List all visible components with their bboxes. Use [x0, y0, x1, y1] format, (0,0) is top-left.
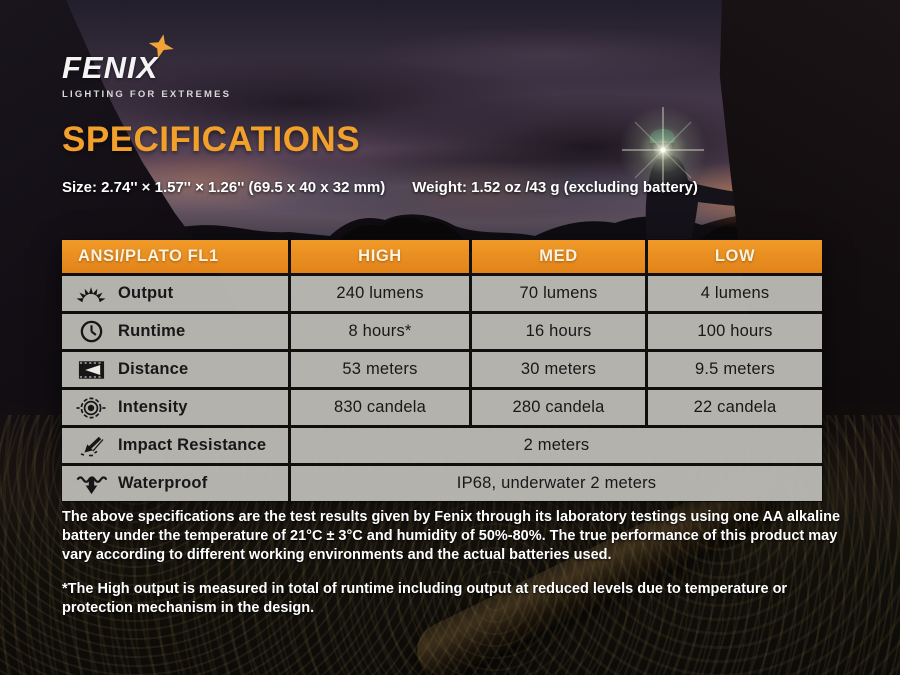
spec-value-waterproof: IP68, underwater 2 meters [291, 466, 822, 501]
spec-value-distance-high: 53 meters [291, 352, 469, 387]
brand-tagline: LIGHTING FOR EXTREMES [62, 89, 232, 100]
row-label-impact-resistance: Impact Resistance [62, 428, 288, 463]
size-text: Size: 2.74'' × 1.57'' × 1.26'' (69.5 x 4… [62, 179, 386, 196]
spec-value-impact-resistance: 2 meters [291, 428, 822, 463]
headlamp-flare [618, 105, 708, 195]
row-label-output: Output [62, 276, 288, 311]
page-title: SPECIFICATIONS [62, 120, 361, 159]
row-label-text: Runtime [118, 322, 186, 340]
spec-value-intensity-low: 22 candela [648, 390, 822, 425]
high-output-footnote: *The High output is measured in total of… [62, 581, 788, 616]
weight-text: Weight: 1.52 oz /43 g (excluding battery… [412, 179, 698, 196]
sunset-glow [330, 150, 630, 230]
test-conditions-disclaimer: The above specifications are the test re… [62, 509, 841, 563]
spec-value-runtime-low: 100 hours [648, 314, 822, 349]
spec-value-runtime-high: 8 hours* [291, 314, 469, 349]
spec-value-distance-med: 30 meters [472, 352, 645, 387]
spec-value-intensity-high: 830 candela [291, 390, 469, 425]
specifications-table: ANSI/PLATO FL1 HIGH MED LOW [62, 240, 822, 501]
row-label-text: Distance [118, 360, 189, 378]
beam-distance-icon [71, 359, 111, 381]
table-header-high: HIGH [291, 240, 469, 273]
spec-value-output-low: 4 lumens [648, 276, 822, 311]
row-label-text: Output [118, 284, 174, 302]
intensity-target-icon [71, 396, 111, 420]
output-rays-icon [71, 282, 111, 305]
spec-value-output-high: 240 lumens [291, 276, 469, 311]
spec-value-runtime-med: 16 hours [472, 314, 645, 349]
spec-value-output-med: 70 lumens [472, 276, 645, 311]
table-header-ansi-plato: ANSI/PLATO FL1 [62, 240, 288, 273]
row-label-text: Impact Resistance [118, 436, 267, 454]
fenix-logo: FENIX [62, 50, 159, 85]
clock-icon [71, 319, 111, 344]
row-label-text: Intensity [118, 398, 188, 416]
table-header-med: MED [472, 240, 645, 273]
fenix-star-icon [148, 34, 174, 59]
row-label-waterproof: Waterproof [62, 466, 288, 501]
row-label-text: Waterproof [118, 474, 208, 492]
waterproof-arrow-icon [71, 472, 111, 496]
impact-arrow-icon [71, 434, 111, 458]
row-label-intensity: Intensity [62, 390, 288, 425]
headlamp-glow [618, 105, 708, 195]
table-header-low: LOW [648, 240, 822, 273]
spec-value-distance-low: 9.5 meters [648, 352, 822, 387]
brand-block: FENIX LIGHTING FOR EXTREMES [62, 34, 231, 100]
row-label-runtime: Runtime [62, 314, 288, 349]
dimensions-line: Size: 2.74'' × 1.57'' × 1.26'' (69.5 x 4… [62, 179, 698, 196]
row-label-distance: Distance [62, 352, 288, 387]
spec-value-intensity-med: 280 candela [472, 390, 645, 425]
